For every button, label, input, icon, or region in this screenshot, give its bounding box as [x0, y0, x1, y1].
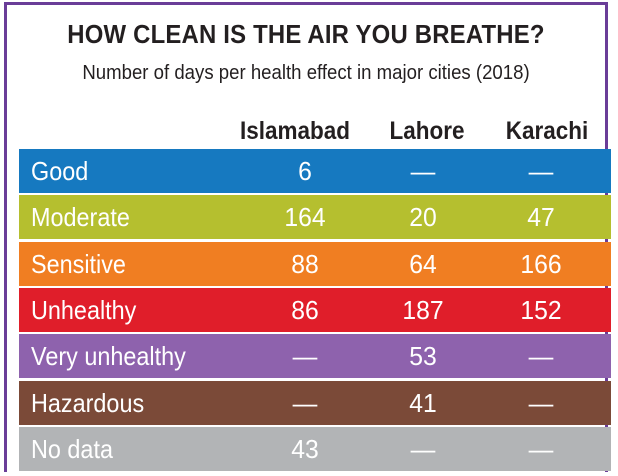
- row-label: Good: [31, 156, 89, 186]
- table-row: No data 43 — —: [19, 427, 611, 471]
- row-label: Very unhealthy: [31, 341, 186, 371]
- table-row: Good 6 — —: [19, 149, 611, 193]
- column-header-islamabad: Islamabad: [239, 117, 351, 145]
- chart-title: HOW CLEAN IS THE AIR YOU BREATHE?: [67, 19, 545, 49]
- table-cell: —: [292, 388, 318, 418]
- row-label: No data: [31, 434, 113, 464]
- table-cell: 64: [409, 249, 437, 279]
- table-row: Moderate 164 20 47: [19, 195, 611, 239]
- table-cell: 20: [409, 202, 437, 232]
- table-cell: —: [528, 434, 554, 464]
- table-cell: 47: [527, 202, 555, 232]
- table-cell: —: [292, 341, 318, 371]
- table-cell: —: [410, 156, 436, 186]
- row-label: Moderate: [31, 202, 130, 232]
- table-row: Very unhealthy — 53 —: [19, 334, 611, 378]
- table-cell: 88: [291, 249, 319, 279]
- column-header-karachi: Karachi: [505, 117, 589, 145]
- table-cell: —: [528, 341, 554, 371]
- table-row: Sensitive 88 64 166: [19, 242, 611, 286]
- table-cell: 187: [402, 295, 444, 325]
- row-label: Hazardous: [31, 388, 145, 418]
- row-label: Sensitive: [31, 249, 126, 279]
- table-cell: —: [528, 388, 554, 418]
- chart-subtitle: Number of days per health effect in majo…: [82, 62, 530, 84]
- chart-frame: HOW CLEAN IS THE AIR YOU BREATHE? Number…: [4, 2, 611, 472]
- table-row: Unhealthy 86 187 152: [19, 288, 611, 332]
- table-cell: —: [410, 434, 436, 464]
- column-header-lahore: Lahore: [389, 117, 465, 145]
- table-cell: 43: [291, 434, 319, 464]
- table-cell: 86: [291, 295, 319, 325]
- table-cell: —: [528, 156, 554, 186]
- table-row: Hazardous — 41 —: [19, 381, 611, 425]
- table-cell: 53: [409, 341, 437, 371]
- table-cell: 166: [520, 249, 562, 279]
- table-cell: 6: [298, 156, 312, 186]
- table-cell: 152: [520, 295, 562, 325]
- table-cell: 41: [409, 388, 437, 418]
- table-cell: 164: [284, 202, 326, 232]
- row-label: Unhealthy: [31, 295, 137, 325]
